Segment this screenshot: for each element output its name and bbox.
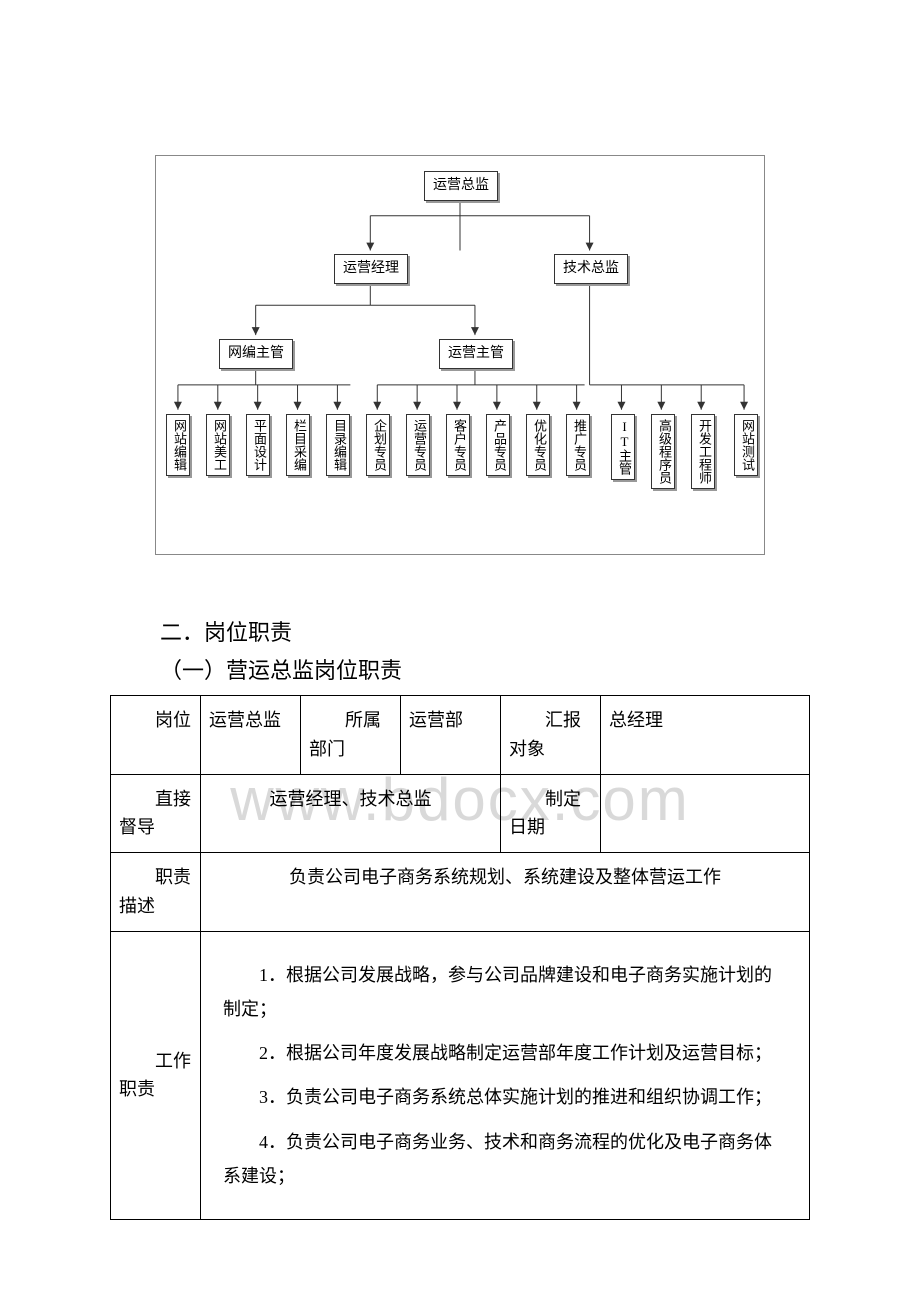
table-row: 工作职责 1．根据公司发展战略，参与公司品牌建设和电子商务实施计划的制定； 2．… <box>111 931 810 1219</box>
cell-position-label: 岗位 <box>111 696 201 775</box>
leaf-4: 目录编辑 <box>326 414 350 476</box>
cell-report-val: 总经理 <box>601 696 810 775</box>
heading-2: 二．岗位职责 <box>160 615 920 647</box>
table-row: 岗位 运营总监 所属部门 运营部 汇报对象 总经理 <box>111 696 810 775</box>
table-row: 职责描述 负责公司电子商务系统规划、系统建设及整体营运工作 <box>111 853 810 932</box>
leaf-7: 客户专员 <box>446 414 470 476</box>
list-item: 2．根据公司年度发展战略制定运营部年度工作计划及运营目标； <box>223 1036 787 1070</box>
list-item: 4．负责公司电子商务业务、技术和商务流程的优化及电子商务体系建设； <box>223 1125 787 1193</box>
list-item: 1．根据公司发展战略，参与公司品牌建设和电子商务实施计划的制定； <box>223 958 787 1026</box>
cell-desc-val: 负责公司电子商务系统规划、系统建设及整体营运工作 <box>201 853 810 932</box>
leaf-1: 网站美工 <box>206 414 230 476</box>
leaf-10: 推广专员 <box>566 414 590 476</box>
leaf-0: 网站编辑 <box>166 414 190 476</box>
cell-date-val <box>601 774 810 853</box>
leaf-12: 高级程序员 <box>651 414 675 489</box>
table-row: 直接督导 运营经理、技术总监 制定日期 <box>111 774 810 853</box>
leaf-14: 网站测试 <box>734 414 758 476</box>
leaf-8: 产品专员 <box>486 414 510 476</box>
document-page: www.bdocx.com <box>0 155 920 1220</box>
node-web-editor-sup: 网编主管 <box>219 339 293 369</box>
duties-list: 1．根据公司发展战略，参与公司品牌建设和电子商务实施计划的制定； 2．根据公司年… <box>209 942 801 1209</box>
node-tech-director: 技术总监 <box>554 254 628 284</box>
node-ops-manager: 运营经理 <box>334 254 408 284</box>
heading-3: （一）营运总监岗位职责 <box>160 653 920 685</box>
job-desc-table: 岗位 运营总监 所属部门 运营部 汇报对象 总经理 直接督导 运营经理、技术总监… <box>110 695 810 1220</box>
org-chart: 运营总监 运营经理 技术总监 网编主管 运营主管 网站编辑 网站美工 平面设计 … <box>155 155 765 555</box>
leaf-3: 栏目采编 <box>286 414 310 476</box>
leaf-11: IT主管 <box>611 414 635 480</box>
list-item: 3．负责公司电子商务系统总体实施计划的推进和组织协调工作； <box>223 1080 787 1114</box>
node-ops-sup: 运营主管 <box>439 339 513 369</box>
cell-dept-val: 运营部 <box>401 696 501 775</box>
cell-duties-label: 工作职责 <box>111 931 201 1219</box>
leaf-5: 企划专员 <box>366 414 390 476</box>
cell-dept-label: 所属部门 <box>301 696 401 775</box>
cell-supervise-val: 运营经理、技术总监 <box>201 774 501 853</box>
cell-date-label: 制定日期 <box>501 774 601 853</box>
leaf-2: 平面设计 <box>246 414 270 476</box>
cell-position-val: 运营总监 <box>201 696 301 775</box>
cell-report-label: 汇报对象 <box>501 696 601 775</box>
node-root: 运营总监 <box>424 171 498 201</box>
leaf-6: 运营专员 <box>406 414 430 476</box>
leaf-13: 开发工程师 <box>691 414 715 489</box>
cell-desc-label: 职责描述 <box>111 853 201 932</box>
leaf-9: 优化专员 <box>526 414 550 476</box>
cell-duties-val: 1．根据公司发展战略，参与公司品牌建设和电子商务实施计划的制定； 2．根据公司年… <box>201 931 810 1219</box>
cell-supervise-label: 直接督导 <box>111 774 201 853</box>
